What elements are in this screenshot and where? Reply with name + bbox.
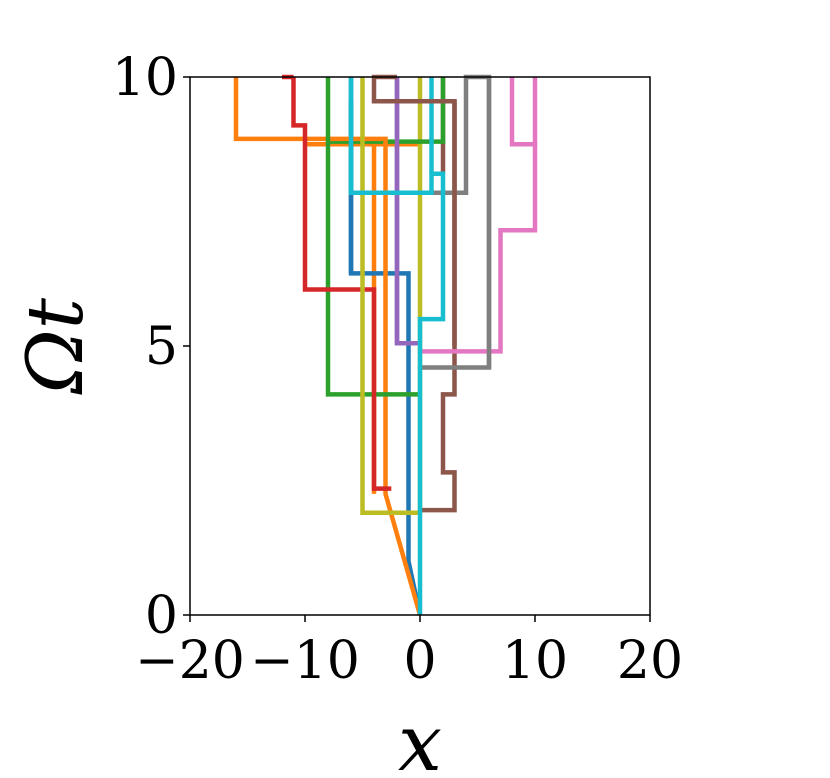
series-line-3: [291, 77, 392, 491]
y-tick-label: 10: [112, 48, 178, 108]
y-axis-label: Ωt: [11, 297, 101, 395]
tick-layer: −20 −10 0 10 20 0 5 10: [112, 48, 683, 691]
series-layer: [233, 74, 538, 616]
x-tick-label: −20: [135, 631, 245, 691]
series-line-5: [371, 74, 457, 513]
y-tick-label: 5: [145, 317, 178, 377]
series-line-7: [420, 77, 492, 370]
series-segment-11: [512, 77, 538, 147]
series-line-8: [360, 77, 420, 516]
series-line-1: [233, 77, 423, 616]
series-line-4: [394, 77, 420, 346]
series-line-2: [325, 77, 420, 397]
series-segment-7: [328, 77, 446, 144]
y-tick-label: 0: [145, 586, 178, 646]
x-tick-label: 20: [617, 631, 683, 691]
x-tick-label: 10: [502, 631, 568, 691]
series-line-9: [348, 77, 446, 615]
x-axis-label: x: [398, 699, 442, 778]
x-tick-label: −10: [250, 631, 360, 691]
x-tick-label: 0: [403, 631, 436, 691]
series-line-6: [420, 77, 538, 354]
